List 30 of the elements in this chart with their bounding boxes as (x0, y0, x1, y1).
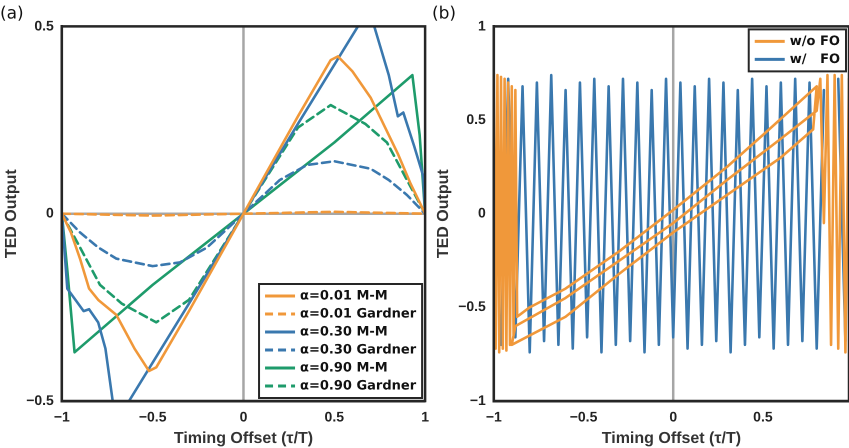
x-tick-label: −0.5 (138, 408, 167, 424)
chart-title: (b) (432, 4, 456, 24)
chart-title: (a) (0, 4, 24, 24)
legend-label: α=0.30 Gardner (300, 342, 417, 358)
x-tick-label: 0 (240, 408, 248, 424)
x-tick-label: −1 (54, 408, 70, 424)
y-tick-label: −1 (470, 392, 486, 408)
x-tick-label: −0.5 (570, 408, 598, 424)
y-tick-label: −0.5 (458, 298, 486, 314)
legend-label: w/o FO (790, 34, 840, 49)
y-axis-title: TED Output (3, 168, 20, 258)
y-tick-label: 1 (478, 17, 486, 34)
y-tick-label: −0.5 (26, 392, 54, 408)
y-tick-label: 0 (478, 204, 486, 221)
legend-label: w/ FO (790, 52, 840, 67)
x-tick-label: 1 (421, 408, 430, 424)
legend-label: α=0.90 M-M (300, 360, 388, 376)
x-tick-label: 0.5 (324, 408, 344, 424)
legend-label: α=0.01 M-M (300, 288, 388, 304)
x-axis-title: Timing Offset (τ/T) (174, 430, 314, 447)
y-axis-title: TED Output (435, 168, 452, 258)
x-axis-title: Timing Offset (τ/T) (602, 430, 742, 447)
y-tick-label: 0 (46, 204, 54, 221)
legend-label: α=0.01 Gardner (300, 306, 417, 322)
y-tick-label: 0.5 (466, 110, 486, 127)
legend-label: α=0.90 Gardner (300, 378, 417, 394)
x-tick-label: 0.5 (753, 408, 773, 424)
y-tick-label: 0.5 (34, 17, 54, 34)
legend-label: α=0.30 M-M (300, 324, 388, 340)
x-tick-label: 0 (669, 408, 678, 424)
